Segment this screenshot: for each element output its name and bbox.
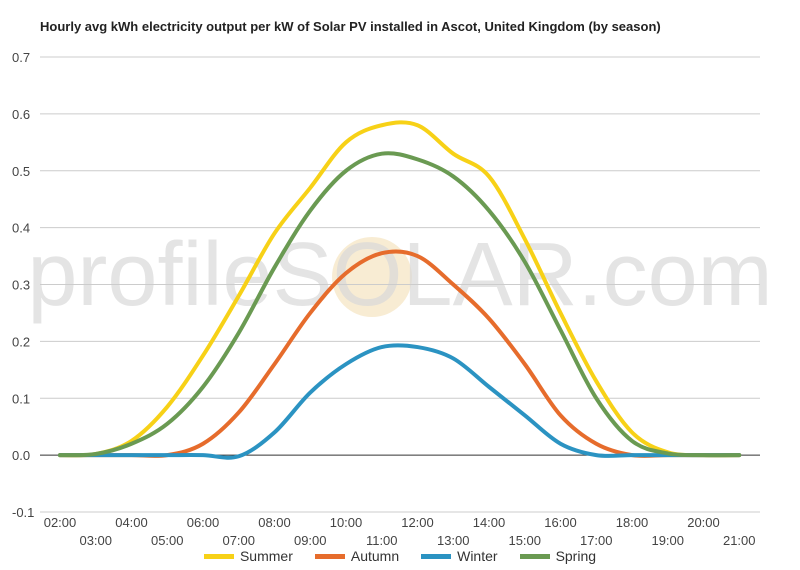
- legend-item-summer[interactable]: Summer: [203, 548, 293, 564]
- watermark-sun: [332, 237, 412, 317]
- x-tick-label: 19:00: [651, 533, 684, 548]
- legend-swatch: [519, 553, 550, 559]
- x-tick-label: 15:00: [508, 533, 541, 548]
- x-tick-label: 14:00: [473, 515, 506, 530]
- legend-label: Autumn: [350, 548, 400, 564]
- y-tick-label: 0.2: [12, 334, 30, 349]
- series-line-summer: [58, 120, 742, 458]
- series-line-spring: [58, 151, 742, 458]
- x-tick-label: 09:00: [294, 533, 327, 548]
- x-tick-label: 21:00: [723, 533, 756, 548]
- x-tick-label: 12:00: [401, 515, 434, 530]
- x-tick-label: 13:00: [437, 533, 470, 548]
- legend-swatch: [203, 553, 234, 559]
- legend-item-spring[interactable]: Spring: [519, 548, 597, 564]
- y-tick-label: 0.0: [12, 448, 30, 463]
- chart-title: Hourly avg kWh electricity output per kW…: [40, 19, 661, 34]
- legend-swatch: [421, 553, 452, 559]
- legend-label: Spring: [555, 548, 597, 564]
- x-tick-label: 20:00: [687, 515, 720, 530]
- x-tick-label: 05:00: [151, 533, 184, 548]
- legend-label: Winter: [457, 548, 498, 564]
- x-tick-label: 07:00: [222, 533, 255, 548]
- x-tick-label: 17:00: [580, 533, 613, 548]
- y-tick-label: 0.3: [12, 278, 30, 293]
- legend-item-winter[interactable]: Winter: [421, 548, 498, 564]
- series-line-winter: [58, 343, 742, 460]
- x-tick-label: 06:00: [187, 515, 220, 530]
- x-tick-label: 03:00: [79, 533, 112, 548]
- y-tick-label: 0.1: [12, 391, 30, 406]
- x-tick-label: 11:00: [366, 533, 398, 548]
- y-tick-label: 0.4: [12, 221, 30, 236]
- x-tick-label: 08:00: [258, 515, 291, 530]
- x-tick-label: 04:00: [115, 515, 148, 530]
- legend-item-autumn[interactable]: Autumn: [314, 548, 400, 564]
- watermark: profileSOLAR.com: [27, 225, 772, 325]
- y-tick-label: -0.1: [12, 505, 34, 520]
- legend-label: Summer: [239, 548, 293, 564]
- x-tick-label: 18:00: [616, 515, 649, 530]
- legend: Summer Autumn Winter Spring: [0, 548, 800, 564]
- legend-swatch: [314, 553, 345, 559]
- x-tick-label: 02:00: [44, 515, 77, 530]
- x-tick-label: 10:00: [330, 515, 363, 530]
- y-tick-label: 0.7: [12, 50, 30, 65]
- x-tick-label: 16:00: [544, 515, 577, 530]
- y-tick-label: 0.5: [12, 164, 30, 179]
- y-tick-label: 0.6: [12, 107, 30, 122]
